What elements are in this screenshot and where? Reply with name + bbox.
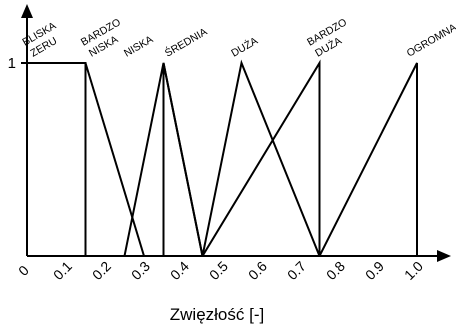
axes: [21, 4, 451, 262]
x-tick-labels: 0 0.1 0.2 0.3 0.4 0.5 0.6 0.7 0.8 0.9 1.0: [15, 258, 426, 283]
x-axis-arrow: [437, 250, 451, 262]
set-label: NISKA: [122, 33, 155, 59]
set-label: ŚREDNIA: [162, 25, 209, 60]
x-tick-label: 0.3: [128, 258, 153, 283]
set-label: DUŻA: [229, 34, 260, 60]
x-tick-label: 1.0: [401, 258, 426, 283]
y-tick-label: 1: [8, 55, 16, 72]
series-line-bliska-zeru: [26, 62, 87, 256]
x-tick-label: 0.1: [50, 258, 75, 283]
y-axis-arrow: [21, 4, 33, 18]
x-tick-label: 0.2: [89, 258, 114, 283]
x-axis-title: Zwięzłość [-]: [170, 305, 264, 324]
series-line-średnia: [162, 62, 204, 257]
x-tick-label: 0: [15, 262, 32, 279]
x-tick-label: 0.9: [362, 258, 387, 283]
set-label: OGROMNA: [405, 21, 456, 59]
series-line-duża: [201, 59, 321, 257]
series-line-bardzo-niska: [84, 62, 145, 257]
plot-area: [26, 59, 418, 257]
series-line-ogromna: [318, 62, 418, 257]
x-tick-label: 0.8: [323, 258, 348, 283]
y-tick-labels: 1: [8, 55, 16, 72]
x-tick-label: 0.4: [167, 258, 192, 283]
series-line-bardzo-duża: [201, 59, 321, 257]
x-tick-label: 0.7: [284, 258, 309, 283]
x-tick-label: 0.5: [206, 258, 231, 283]
x-tick-label: 0.6: [245, 258, 270, 283]
